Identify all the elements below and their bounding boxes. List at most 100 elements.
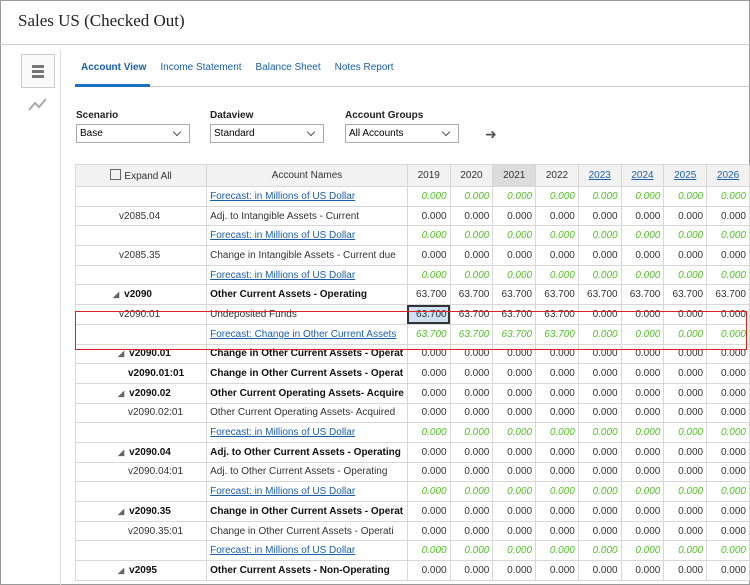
value-cell[interactable]: 0.000 — [492, 501, 537, 522]
value-cell[interactable]: 0.000 — [406, 422, 451, 443]
value-cell[interactable]: 0.000 — [620, 422, 665, 443]
value-cell[interactable]: 63.700 — [706, 284, 750, 306]
value-cell[interactable]: 0.000 — [449, 402, 494, 424]
value-cell[interactable]: 0.000 — [492, 540, 537, 562]
account-name[interactable]: Forecast: Change in Other Current Assets — [206, 323, 408, 345]
value-cell[interactable]: 0.000 — [406, 205, 451, 227]
value-cell[interactable]: 0.000 — [492, 264, 537, 286]
value-cell[interactable]: 0.000 — [406, 343, 451, 365]
value-cell[interactable]: 0.000 — [577, 264, 622, 286]
value-cell[interactable]: 0.000 — [449, 422, 494, 443]
value-cell[interactable]: 63.700 — [406, 304, 451, 325]
value-cell[interactable]: 0.000 — [535, 461, 579, 483]
value-cell[interactable]: 0.000 — [706, 560, 750, 581]
value-cell[interactable]: 0.000 — [406, 481, 451, 502]
expand-all[interactable]: Expand All — [74, 164, 208, 187]
value-cell[interactable]: 0.000 — [492, 343, 537, 365]
value-cell[interactable]: 0.000 — [663, 540, 708, 562]
value-cell[interactable]: 63.700 — [535, 284, 579, 306]
value-cell[interactable]: 0.000 — [577, 461, 622, 483]
value-cell[interactable]: 0.000 — [577, 441, 622, 463]
column-header[interactable]: 2025 — [663, 164, 708, 187]
value-cell[interactable]: 0.000 — [620, 363, 665, 384]
value-cell[interactable]: 0.000 — [535, 205, 579, 227]
dropdown[interactable]: Base — [76, 124, 190, 143]
value-cell[interactable]: 0.000 — [706, 382, 750, 404]
value-cell[interactable]: 0.000 — [706, 501, 750, 522]
value-cell[interactable]: 0.000 — [706, 245, 750, 266]
value-cell[interactable]: 0.000 — [577, 245, 622, 266]
value-cell[interactable]: 0.000 — [535, 441, 579, 463]
value-cell[interactable]: 0.000 — [535, 225, 579, 247]
value-cell[interactable]: 0.000 — [449, 205, 494, 227]
column-header[interactable]: 2023 — [577, 164, 622, 187]
value-cell[interactable]: 0.000 — [706, 402, 750, 424]
value-cell[interactable]: 63.700 — [492, 304, 537, 325]
value-cell[interactable]: 0.000 — [706, 225, 750, 247]
value-cell[interactable]: 0.000 — [663, 520, 708, 542]
value-cell[interactable]: 0.000 — [449, 186, 494, 207]
value-cell[interactable]: 63.700 — [406, 284, 451, 306]
value-cell[interactable]: 0.000 — [663, 501, 708, 522]
value-cell[interactable]: 0.000 — [406, 264, 451, 286]
value-cell[interactable]: 63.700 — [449, 304, 494, 325]
value-cell[interactable]: 0.000 — [492, 382, 537, 404]
value-cell[interactable]: 0.000 — [535, 343, 579, 365]
dropdown[interactable]: All Accounts — [345, 124, 459, 143]
value-cell[interactable]: 0.000 — [577, 186, 622, 207]
expand-toggle[interactable]: ◢ — [118, 349, 125, 359]
value-cell[interactable]: 0.000 — [620, 540, 665, 562]
value-cell[interactable]: 63.700 — [663, 284, 708, 306]
value-cell[interactable]: 0.000 — [535, 363, 579, 384]
value-cell[interactable]: 63.700 — [449, 284, 494, 306]
value-cell[interactable]: 0.000 — [620, 186, 665, 207]
value-cell[interactable]: 0.000 — [449, 264, 494, 286]
value-cell[interactable]: 0.000 — [663, 205, 708, 227]
value-cell[interactable]: 0.000 — [620, 520, 665, 542]
value-cell[interactable]: 0.000 — [620, 343, 665, 365]
value-cell[interactable]: 63.700 — [620, 284, 665, 306]
value-cell[interactable]: 0.000 — [449, 501, 494, 522]
value-cell[interactable]: 0.000 — [663, 304, 708, 325]
value-cell[interactable]: 0.000 — [449, 481, 494, 502]
expand-toggle[interactable]: ◢ — [113, 290, 120, 300]
value-cell[interactable]: 0.000 — [535, 264, 579, 286]
value-cell[interactable]: 0.000 — [620, 402, 665, 424]
value-cell[interactable]: 0.000 — [406, 225, 451, 247]
column-header[interactable]: 2024 — [620, 164, 665, 187]
value-cell[interactable]: 0.000 — [577, 560, 622, 581]
value-cell[interactable]: 0.000 — [492, 461, 537, 483]
value-cell[interactable]: 0.000 — [577, 382, 622, 404]
value-cell[interactable]: 0.000 — [577, 481, 622, 502]
value-cell[interactable]: 0.000 — [535, 402, 579, 424]
apply-button[interactable]: ➜ — [485, 126, 497, 142]
value-cell[interactable]: 0.000 — [492, 422, 537, 443]
value-cell[interactable]: 0.000 — [492, 205, 537, 227]
value-cell[interactable]: 0.000 — [535, 245, 579, 266]
value-cell[interactable]: 0.000 — [535, 520, 579, 542]
value-cell[interactable]: 0.000 — [706, 343, 750, 365]
value-cell[interactable]: 0.000 — [406, 441, 451, 463]
value-cell[interactable]: 0.000 — [492, 441, 537, 463]
value-cell[interactable]: 0.000 — [620, 441, 665, 463]
value-cell[interactable]: 0.000 — [577, 422, 622, 443]
value-cell[interactable]: 0.000 — [577, 304, 622, 325]
chart-view-button[interactable] — [21, 88, 53, 120]
value-cell[interactable]: 63.700 — [492, 284, 537, 306]
value-cell[interactable]: 0.000 — [406, 560, 451, 581]
value-cell[interactable]: 0.000 — [535, 382, 579, 404]
value-cell[interactable]: 0.000 — [492, 402, 537, 424]
value-cell[interactable]: 0.000 — [535, 560, 579, 581]
value-cell[interactable]: 63.700 — [577, 284, 622, 306]
value-cell[interactable]: 0.000 — [577, 501, 622, 522]
value-cell[interactable]: 0.000 — [620, 481, 665, 502]
value-cell[interactable]: 63.700 — [535, 323, 579, 345]
value-cell[interactable]: 63.700 — [449, 323, 494, 345]
value-cell[interactable]: 0.000 — [663, 245, 708, 266]
value-cell[interactable]: 63.700 — [406, 323, 451, 345]
value-cell[interactable]: 0.000 — [663, 323, 708, 345]
expand-toggle[interactable]: ◢ — [118, 506, 125, 516]
tab[interactable]: Account View — [81, 62, 147, 73]
value-cell[interactable]: 0.000 — [492, 245, 537, 266]
value-cell[interactable]: 0.000 — [449, 343, 494, 365]
